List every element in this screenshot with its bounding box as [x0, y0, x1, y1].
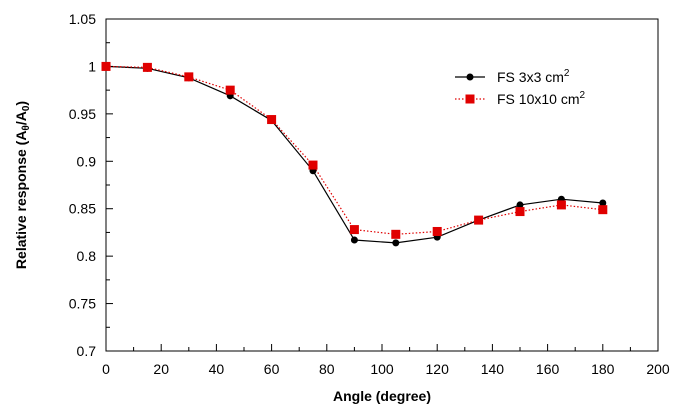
y-axis-title-sub1: θ	[21, 125, 32, 130]
y-axis-title: Relative response (Aθ/A0)	[13, 101, 32, 269]
y-tick-label: 0.85	[69, 201, 96, 217]
x-axis-title: Angle (degree)	[333, 388, 431, 404]
x-tick-label: 80	[319, 361, 335, 377]
legend-label-series-1: FS 3x3 cm2	[497, 68, 570, 85]
data-point-series-1	[392, 239, 400, 247]
legend-label-series-2-sup: 2	[579, 90, 585, 101]
x-tick-label: 140	[481, 361, 505, 377]
x-tick-label: 0	[102, 361, 110, 377]
legend-label-series-2-name: FS 10x10 cm	[497, 91, 579, 107]
data-point-series-1	[350, 236, 358, 244]
x-tick-label: 40	[209, 361, 225, 377]
legend-label-series-1-sup: 2	[564, 68, 570, 79]
x-tick-label: 20	[153, 361, 169, 377]
y-tick-label: 0.75	[69, 296, 96, 312]
data-point-series-2	[349, 225, 359, 235]
data-point-series-2	[432, 226, 442, 236]
data-point-series-2	[267, 115, 277, 125]
x-tick-label: 160	[536, 361, 560, 377]
data-point-series-2	[598, 205, 608, 215]
x-tick-label: 200	[646, 361, 670, 377]
data-point-series-2	[308, 160, 318, 170]
series-layer	[101, 61, 608, 247]
data-point-series-1	[516, 201, 524, 209]
y-tick-label: 0.7	[77, 343, 97, 359]
x-tick-label: 60	[264, 361, 280, 377]
y-tick-label: 0.9	[77, 153, 97, 169]
legend-marker-series-2	[465, 94, 475, 104]
y-tick-label: 0.95	[69, 106, 96, 122]
y-axis-ticks: 0.7 0.75 0.8 0.85 0.9 0.95 1 1.05	[69, 11, 113, 359]
data-point-series-2	[225, 85, 235, 95]
y-axis-title-prefix: Relative response (A	[13, 131, 29, 270]
legend-label-series-1-name: FS 3x3 cm	[497, 69, 564, 85]
data-point-series-2	[391, 229, 401, 239]
legend-label-series-2: FS 10x10 cm2	[497, 90, 585, 107]
y-tick-label: 0.8	[77, 248, 97, 264]
data-point-series-2	[142, 62, 152, 72]
y-axis-title-suffix: )	[13, 101, 29, 106]
y-tick-label: 1	[88, 58, 96, 74]
x-axis-ticks: 0 20 40 60 80 100 120 140 160 180 200	[102, 344, 670, 377]
legend: FS 3x3 cm2 FS 10x10 cm2	[455, 68, 585, 107]
y-tick-label: 1.05	[69, 11, 96, 27]
data-point-series-2	[515, 207, 525, 217]
x-tick-label: 180	[591, 361, 615, 377]
data-point-series-2	[474, 215, 484, 225]
data-point-series-1	[599, 199, 607, 207]
legend-marker-series-1	[466, 73, 474, 81]
x-tick-label: 100	[370, 361, 394, 377]
data-point-series-2	[184, 72, 194, 82]
y-axis-title-sub2: 0	[21, 105, 32, 111]
y-axis-title-mid: /A	[13, 111, 29, 125]
plot-frame	[105, 18, 659, 352]
data-point-series-2	[556, 200, 566, 210]
x-tick-label: 120	[426, 361, 450, 377]
data-point-series-2	[101, 61, 111, 71]
